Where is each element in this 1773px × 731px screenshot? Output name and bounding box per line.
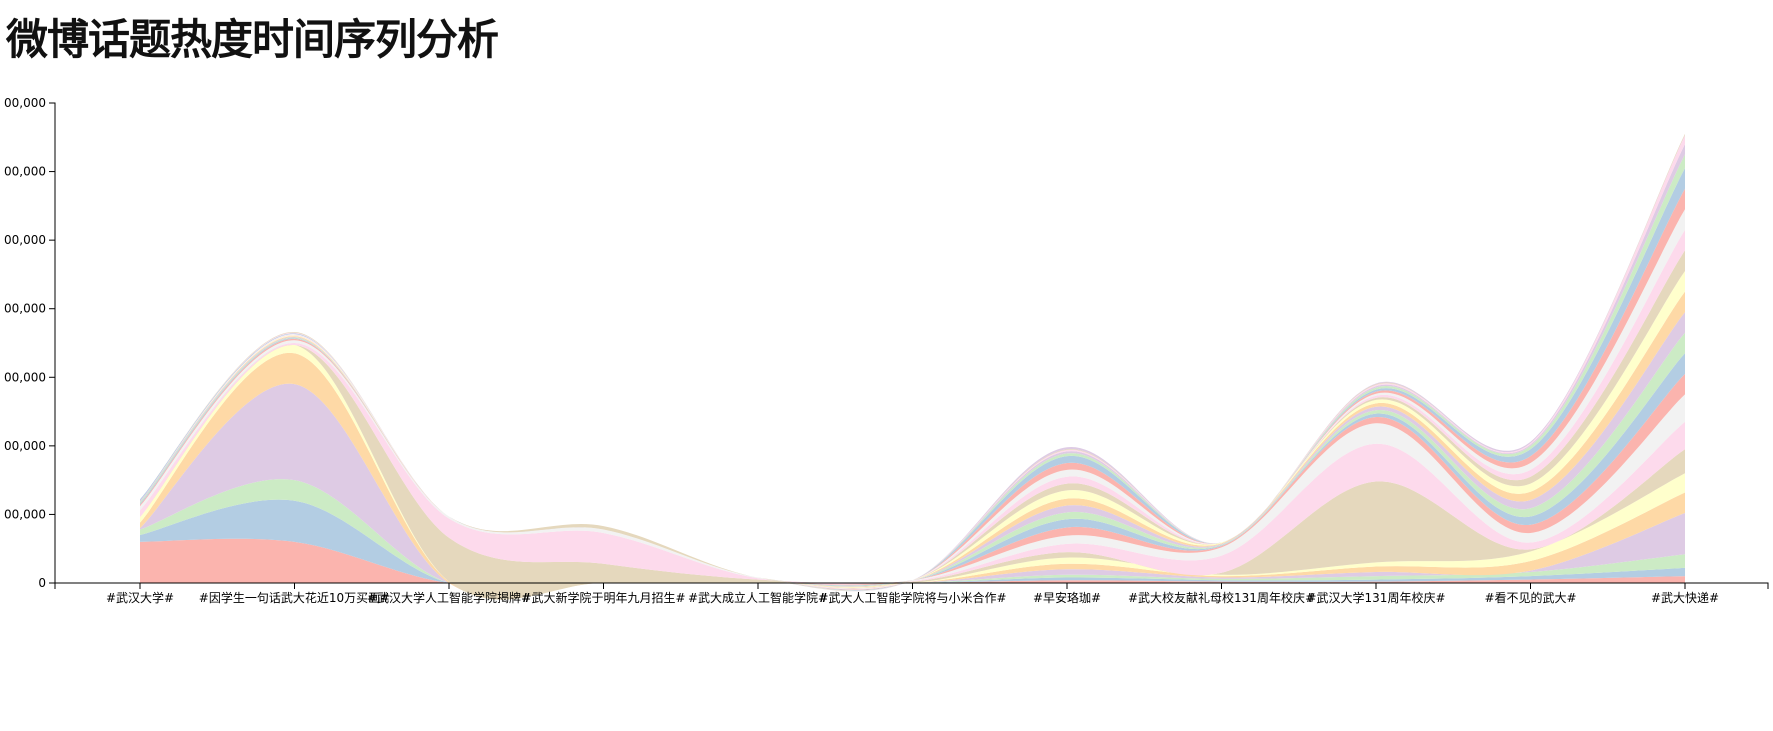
x-tick-label: #武大快递#	[1651, 591, 1719, 605]
y-tick-label: 00,000	[4, 96, 46, 110]
y-tick-label: 0	[38, 576, 46, 590]
x-tick-label: #武汉大学131周年校庆#	[1306, 590, 1445, 605]
stream-layers	[140, 133, 1685, 600]
stream-layer-4	[140, 383, 1685, 598]
y-tick-label: 00,000	[4, 302, 46, 316]
stream-layer-8	[140, 342, 1685, 585]
stream-layer-1	[140, 538, 1685, 587]
y-tick-label: 00,000	[4, 233, 46, 247]
stream-layer-7	[140, 344, 1685, 600]
y-tick-label: 00,000	[4, 165, 46, 179]
x-tick-label: #武汉大学人工智能学院揭牌#	[367, 590, 531, 605]
y-tick-label: 00,000	[4, 370, 46, 384]
x-tick-label: #武大人工智能学院将与小米合作#	[818, 590, 1006, 605]
x-tick-label: #因学生一句话武大花近10万买画#	[199, 590, 390, 605]
x-tick-label: #武汉大学#	[106, 590, 174, 605]
stream-layer-2	[140, 499, 1685, 590]
x-tick-label: #武大新学院于明年九月招生#	[521, 590, 685, 605]
x-tick-label: #武大成立人工智能学院#	[688, 590, 828, 605]
y-tick-label: 00,000	[4, 507, 46, 521]
x-tick-label: #武大校友献礼母校131周年校庆#	[1128, 590, 1315, 605]
y-axis-line	[49, 102, 56, 584]
stream-layer-3	[140, 479, 1685, 591]
x-axis: #武汉大学# #因学生一句话武大花近10万买画##武汉大学人工智能学院揭牌##武大…	[54, 582, 1769, 605]
page-title: 微博话题热度时间序列分析	[6, 15, 499, 64]
y-axis: 0 00,000 00,000 00,000 00,000 00,000 00,000 00,…	[4, 96, 56, 590]
stream-layer-5	[140, 352, 1685, 599]
x-tick-label: #早安珞珈#	[1033, 590, 1101, 605]
x-tick-label: #看不见的武大#	[1484, 590, 1576, 605]
y-tick-label: 00,000	[4, 439, 46, 453]
x-axis-line	[54, 582, 1769, 589]
streamgraph-chart: 0 00,000 00,000 00,000 00,000 00,000 00,000 00,…	[4, 96, 1769, 605]
